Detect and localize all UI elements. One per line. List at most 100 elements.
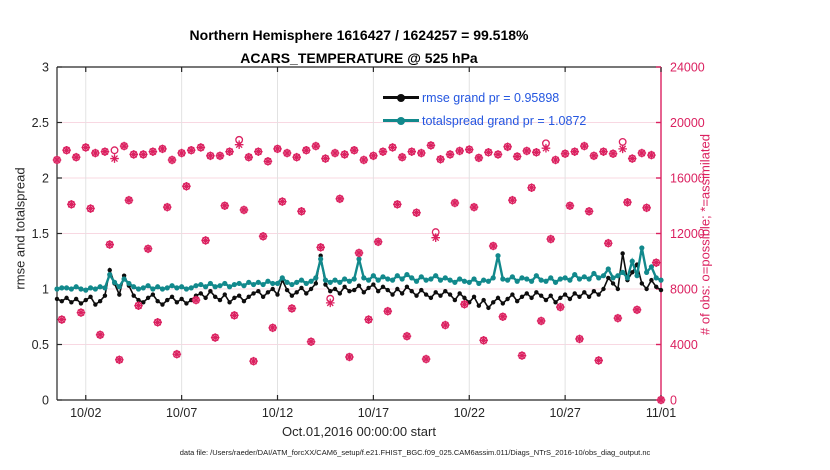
rmse-marker — [399, 291, 405, 296]
rmse-marker — [486, 305, 491, 311]
obs-possible-circle-marker — [331, 149, 339, 157]
obs-assimilated-asterisk-marker — [95, 330, 105, 340]
obs-possible-circle-marker — [589, 151, 598, 160]
totalspread-marker — [629, 258, 635, 264]
totalspread-marker — [418, 274, 424, 280]
obs-possible-circle-marker — [297, 207, 306, 216]
rmse-marker — [409, 289, 414, 294]
obs-assimilated-asterisk-marker — [167, 155, 177, 165]
obs-possible-circle-marker — [479, 336, 488, 345]
totalspread-marker — [203, 284, 209, 290]
obs-assimilated-asterisk-marker — [584, 207, 594, 216]
rmse-marker — [443, 289, 448, 294]
totalspread-marker — [222, 280, 228, 287]
obs-possible-circle-marker — [129, 150, 138, 159]
obs-possible-circle-marker — [345, 353, 354, 361]
obs-possible-circle-marker — [259, 232, 268, 241]
obs-assimilated-asterisk-marker — [71, 152, 81, 162]
obs-assimilated-asterisk-marker — [589, 151, 599, 161]
legend-item-rmse: rmse grand pr = 0.95898 — [383, 86, 586, 109]
totalspread-marker — [447, 277, 453, 283]
totalspread-marker — [461, 278, 468, 284]
obs-possible-circle-marker — [225, 147, 234, 156]
obs-assimilated-asterisk-marker — [608, 149, 618, 159]
totalspread-marker — [212, 284, 218, 290]
rmse-marker — [534, 290, 539, 295]
obs-possible-circle-marker — [398, 153, 407, 162]
obs-possible-circle-marker — [182, 182, 191, 191]
obs-assimilated-asterisk-marker — [407, 147, 417, 156]
totalspread-marker — [634, 273, 640, 279]
totalspread-marker — [183, 286, 190, 292]
obs-assimilated-asterisk-marker — [484, 148, 493, 157]
y-left-tick-label: 0 — [42, 394, 49, 408]
totalspread-marker — [576, 276, 583, 282]
obs-assimilated-asterisk-marker — [210, 333, 220, 342]
totalspread-line-marker-swatch — [383, 116, 419, 125]
x-tick-label: 10/12 — [262, 406, 293, 420]
totalspread-marker — [365, 277, 372, 283]
obs-possible-circle-marker — [350, 146, 359, 155]
obs-possible-circle-marker — [134, 301, 143, 310]
obs-possible-circle-marker — [249, 357, 258, 366]
obs-possible-circle-marker — [657, 396, 665, 404]
obs-assimilated-asterisk-marker — [254, 147, 263, 156]
obs-possible-circle-marker — [503, 142, 512, 151]
totalspread-marker — [385, 276, 391, 282]
totalspread-marker — [73, 284, 79, 290]
x-tick-label: 10/07 — [166, 406, 197, 420]
totalspread-marker — [490, 275, 496, 281]
totalspread-marker — [361, 275, 367, 281]
obs-assimilated-asterisk-marker — [388, 143, 397, 152]
obs-assimilated-asterisk-marker — [268, 323, 278, 333]
obs-possible-circle-marker — [287, 304, 296, 313]
obs-possible-circle-marker — [393, 200, 402, 209]
totalspread-marker — [514, 278, 520, 284]
obs-possible-circle-marker — [369, 151, 378, 160]
rmse-marker — [78, 301, 84, 306]
obs-assimilated-asterisk-marker — [426, 141, 436, 150]
obs-possible-circle-marker — [268, 323, 277, 332]
obs-possible-circle-marker — [105, 240, 114, 249]
obs-assimilated-asterisk-marker — [618, 144, 627, 154]
totalspread-marker — [322, 277, 329, 283]
totalspread-marker — [150, 286, 156, 292]
obs-assimilated-asterisk-marker — [182, 182, 191, 191]
obs-assimilated-asterisk-marker — [215, 151, 225, 161]
rmse-marker — [615, 286, 621, 292]
totalspread-marker — [658, 277, 664, 283]
obs-possible-circle-marker — [470, 203, 478, 212]
rmse-marker — [251, 291, 256, 296]
totalspread-marker — [342, 276, 348, 282]
obs-assimilated-asterisk-marker — [603, 238, 613, 248]
totalspread-marker — [476, 280, 482, 287]
obs-assimilated-asterisk-marker — [349, 145, 359, 155]
obs-possible-circle-marker — [594, 356, 603, 365]
obs-possible-circle-marker — [302, 146, 311, 155]
totalspread-marker — [399, 276, 405, 282]
rmse-marker — [83, 297, 88, 303]
obs-assimilated-asterisk-marker — [421, 354, 431, 364]
totalspread-marker — [250, 281, 257, 288]
totalspread-marker — [346, 278, 353, 284]
obs-possible-circle-marker — [340, 150, 349, 159]
totalspread-marker — [83, 287, 89, 293]
rmse-marker — [572, 291, 577, 296]
rmse-marker — [404, 284, 410, 289]
totalspread-marker — [97, 284, 103, 290]
obs-assimilated-asterisk-marker — [186, 145, 196, 155]
obs-possible-circle-marker — [652, 258, 661, 267]
rmse-marker — [227, 300, 232, 305]
rmse-marker — [510, 292, 515, 297]
obs-possible-circle-marker — [537, 316, 546, 325]
obs-assimilated-asterisk-marker — [81, 143, 91, 152]
obs-assimilated-asterisk-marker — [431, 233, 440, 242]
rmse-marker — [433, 290, 438, 295]
rmse-marker — [97, 299, 103, 304]
totalspread-marker — [126, 280, 132, 287]
obs-assimilated-asterisk-marker — [105, 240, 115, 249]
obs-assimilated-asterisk-marker — [383, 306, 393, 316]
obs-assimilated-asterisk-marker — [201, 236, 210, 245]
rmse-marker — [222, 292, 227, 297]
rmse-marker — [371, 282, 376, 287]
